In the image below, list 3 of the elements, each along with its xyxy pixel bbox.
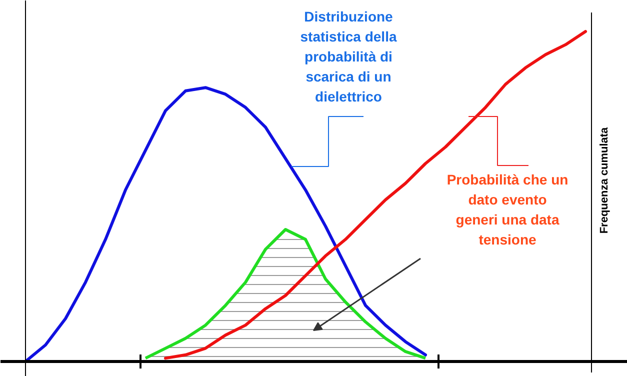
y-axis-title: Frequenza cumulata xyxy=(598,126,610,234)
annotation: Probabilità che un dato evento generi una data tensione xyxy=(446,172,568,248)
annotation: Distribuzione statistica della probabilità di scarica di un dielettrico xyxy=(300,8,397,104)
